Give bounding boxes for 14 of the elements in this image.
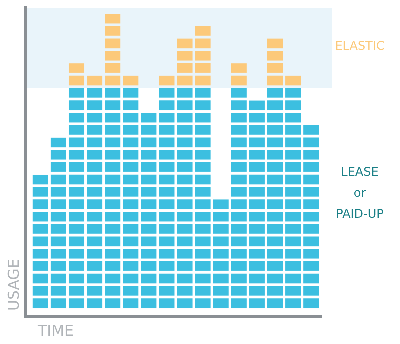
bar: [286, 76, 302, 88]
x-axis-title: TIME: [37, 322, 74, 340]
bar: [231, 64, 247, 88]
bar: [68, 64, 85, 88]
bar: [159, 76, 175, 88]
bar: [87, 76, 103, 88]
text: ELASTIC: [335, 39, 385, 53]
bar: [267, 38, 284, 88]
bar: [177, 38, 193, 88]
bar: [105, 14, 121, 88]
series-label: LEASE or PAID-UP: [336, 165, 384, 221]
bar: [123, 76, 139, 88]
bar: [195, 26, 211, 88]
y-axis-title: USAGE: [5, 259, 23, 311]
